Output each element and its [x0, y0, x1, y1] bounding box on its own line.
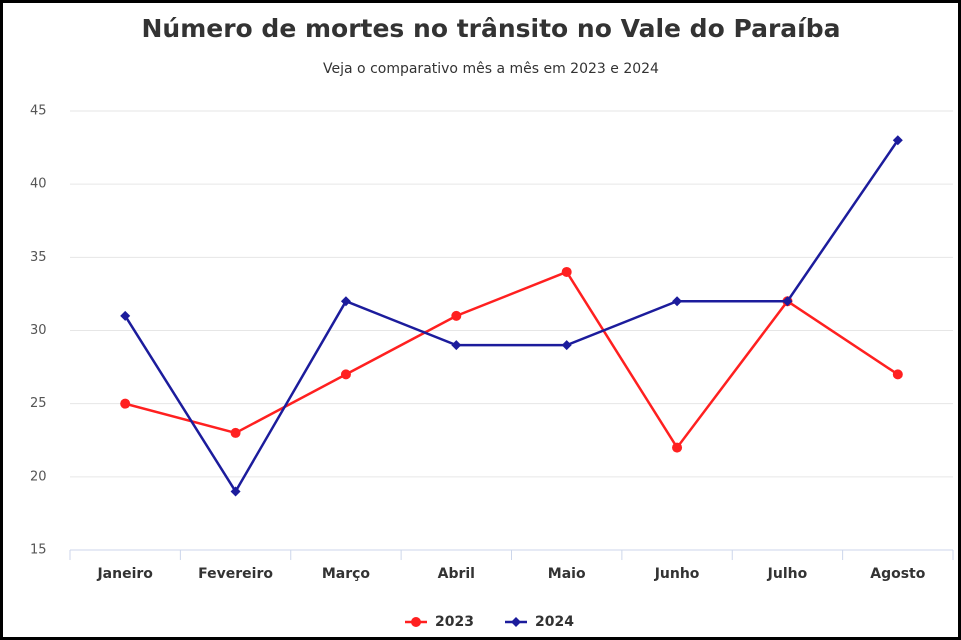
x-tick-label: Março [322, 566, 371, 582]
y-tick-label: 15 [30, 543, 47, 558]
y-tick-label: 45 [30, 104, 47, 119]
y-tick-label: 25 [30, 396, 47, 411]
legend-label: 2023 [435, 614, 474, 630]
chart-subtitle: Veja o comparativo mês a mês em 2023 e 2… [323, 61, 659, 77]
point [451, 340, 462, 351]
point [451, 310, 462, 321]
legend-label: 2024 [535, 614, 574, 630]
legend-marker [511, 617, 521, 627]
x-tick-label: Abril [438, 566, 475, 582]
x-tick-label: Janeiro [96, 566, 153, 582]
point [230, 427, 241, 438]
y-tick-label: 40 [30, 177, 47, 192]
point [782, 296, 793, 307]
y-tick-label: 35 [30, 250, 47, 265]
point [120, 398, 131, 409]
legend-marker [411, 617, 421, 627]
x-tick-label: Fevereiro [198, 566, 273, 582]
point [561, 266, 572, 277]
point [230, 486, 241, 497]
point [340, 369, 351, 380]
x-tick-label: Junho [654, 566, 700, 582]
point [120, 310, 131, 321]
series-line [124, 270, 899, 450]
x-tick-label: Julho [767, 566, 808, 582]
y-tick-label: 20 [30, 469, 47, 484]
point [672, 442, 683, 453]
point [672, 296, 683, 307]
point [892, 135, 903, 146]
point [561, 340, 572, 351]
y-tick-label: 30 [30, 323, 47, 338]
chart-title: Número de mortes no trânsito no Vale do … [141, 14, 840, 43]
series-line [124, 139, 899, 494]
x-tick-label: Agosto [870, 566, 926, 582]
point [340, 296, 351, 307]
x-tick-label: Maio [548, 566, 586, 582]
point [892, 369, 903, 380]
